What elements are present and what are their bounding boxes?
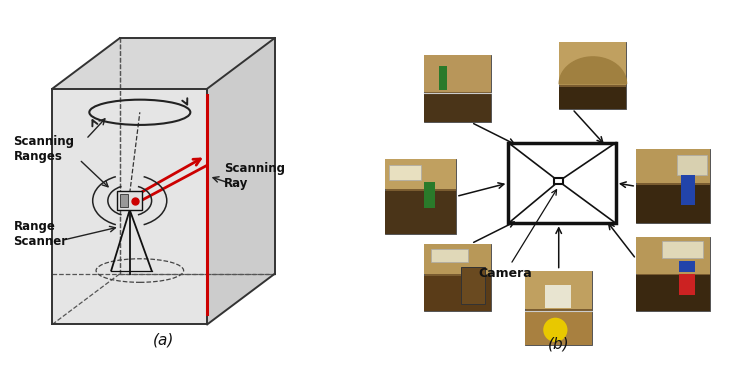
Bar xyxy=(525,270,593,309)
Bar xyxy=(636,237,710,311)
Bar xyxy=(636,185,710,223)
Bar xyxy=(554,178,563,184)
Bar xyxy=(424,55,491,122)
Text: Range
Scanner: Range Scanner xyxy=(14,220,68,247)
Bar xyxy=(439,67,447,90)
Bar xyxy=(120,194,128,207)
Bar xyxy=(636,149,710,223)
Bar xyxy=(424,244,491,311)
Bar xyxy=(424,55,491,92)
Text: Scanning
Ranges: Scanning Ranges xyxy=(14,135,74,163)
Bar xyxy=(636,275,710,311)
Bar xyxy=(385,160,456,189)
Bar xyxy=(636,149,710,183)
Bar xyxy=(559,87,626,109)
Bar xyxy=(424,94,491,122)
Bar xyxy=(385,160,456,234)
Bar xyxy=(508,143,616,223)
Bar xyxy=(424,182,435,208)
Bar xyxy=(679,261,695,272)
Bar xyxy=(117,191,143,210)
Polygon shape xyxy=(53,38,275,89)
Bar xyxy=(431,249,468,262)
Text: (a): (a) xyxy=(152,333,174,348)
Bar xyxy=(636,237,710,274)
Bar xyxy=(662,241,703,258)
Bar xyxy=(424,276,491,311)
Bar xyxy=(389,165,421,180)
Bar xyxy=(385,191,456,234)
Circle shape xyxy=(543,318,568,342)
Text: Camera: Camera xyxy=(478,190,556,280)
Bar xyxy=(461,267,484,304)
Text: Scanning
Ray: Scanning Ray xyxy=(224,162,285,190)
Text: (b): (b) xyxy=(548,336,569,351)
Bar xyxy=(545,285,571,307)
Bar xyxy=(559,42,626,85)
Bar xyxy=(424,244,491,274)
Bar xyxy=(677,154,707,175)
Polygon shape xyxy=(207,38,275,324)
Bar xyxy=(559,42,626,109)
Polygon shape xyxy=(53,89,207,324)
Bar xyxy=(525,310,593,345)
Bar xyxy=(679,274,695,295)
Bar xyxy=(525,270,593,345)
Bar xyxy=(680,175,695,205)
